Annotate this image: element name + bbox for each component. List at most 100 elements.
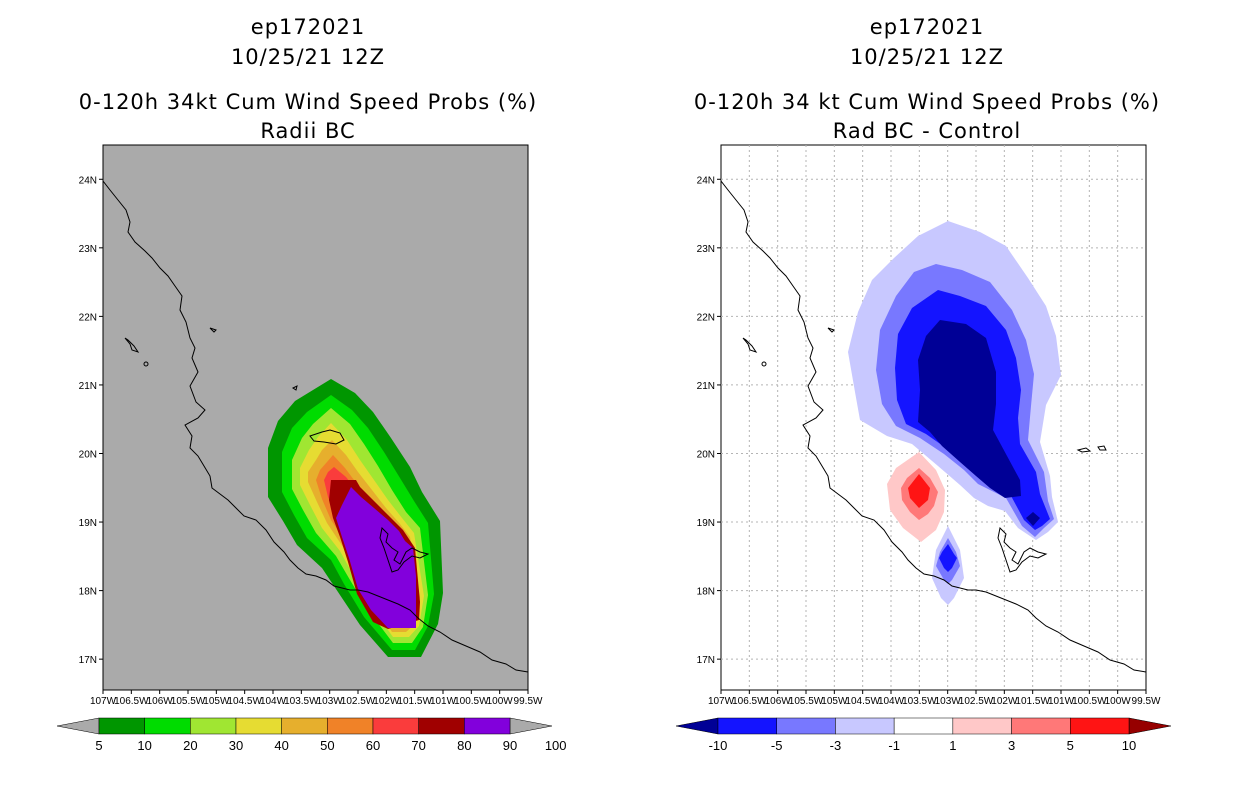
x-tick-label: 102.5W — [959, 696, 994, 707]
colorbar-swatch — [1070, 717, 1130, 735]
coastline — [720, 180, 1147, 673]
left-axes: 107W106.5W106W105.5W105W104.5W104W103.5W… — [79, 175, 543, 707]
x-tick-label: 107W — [708, 696, 735, 707]
colorbar-label: -10 — [709, 738, 728, 753]
contour-neg10-small — [1026, 512, 1040, 526]
x-tick-label: 105W — [821, 696, 848, 707]
right-chart-title: 0-120h 34 kt Cum Wind Speed Probs (%) — [693, 90, 1161, 114]
colorbar-label: 30 — [229, 738, 243, 753]
colorbar-swatch — [144, 717, 191, 735]
x-tick-label: 101.5W — [1015, 696, 1050, 707]
colorbar-label: 10 — [1122, 738, 1136, 753]
x-tick-label: 101W — [1048, 696, 1075, 707]
probability-contours — [268, 379, 443, 657]
left-chart-title: 0-120h 34kt Cum Wind Speed Probs (%) — [78, 90, 538, 114]
x-tick-label: 100.5W — [1072, 696, 1107, 707]
colorbar-extend-low — [56, 717, 100, 735]
colorbar-extend-low — [675, 717, 719, 735]
x-tick-label: 102W — [991, 696, 1018, 707]
y-tick-label: 24N — [79, 175, 97, 186]
y-tick-label: 22N — [697, 312, 715, 323]
x-tick-label: 99.5W — [1132, 696, 1161, 707]
x-tick-label: 104.5W — [227, 696, 262, 707]
coastline — [102, 180, 529, 673]
x-tick-label: 103.5W — [284, 696, 319, 707]
colorbar-swatch — [1011, 717, 1071, 735]
colorbar-label: -5 — [771, 738, 783, 753]
colorbar-label: 5 — [95, 738, 102, 753]
colorbar-swatch — [327, 717, 374, 735]
y-tick-label: 22N — [79, 312, 97, 323]
right-date: 10/25/21 12Z — [849, 45, 1005, 69]
colorbar-swatch — [235, 717, 282, 735]
y-tick-label: 24N — [697, 175, 715, 186]
colorbar-label: 1 — [949, 738, 956, 753]
contour-pos5 — [908, 474, 930, 508]
x-tick-label: 101W — [430, 696, 457, 707]
colorbar-label: 70 — [411, 738, 425, 753]
x-tick-label: 105.5W — [171, 696, 206, 707]
colorbar-swatch — [835, 717, 895, 735]
colorbar-label: 3 — [1008, 738, 1015, 753]
x-tick-label: 106W — [147, 696, 174, 707]
y-tick-label: 19N — [79, 518, 97, 529]
colorbar-label: 50 — [320, 738, 334, 753]
colorbar-label: 20 — [183, 738, 197, 753]
x-tick-label: 100.5W — [454, 696, 489, 707]
right-axes: 107W106.5W106W105.5W105W104.5W104W103.5W… — [697, 175, 1161, 707]
y-tick-label: 23N — [697, 244, 715, 255]
x-tick-label: 106.5W — [732, 696, 767, 707]
colorbar-swatch — [98, 717, 145, 735]
left-date: 10/25/21 12Z — [230, 45, 386, 69]
y-tick-label: 21N — [79, 381, 97, 392]
x-tick-label: 107W — [90, 696, 117, 707]
y-tick-label: 19N — [697, 518, 715, 529]
colorbar-swatch — [418, 717, 465, 735]
x-tick-label: 105W — [203, 696, 230, 707]
left-chart-subtitle: Radii BC — [260, 119, 356, 143]
x-tick-label: 101.5W — [397, 696, 432, 707]
colorbar-label: 5 — [1067, 738, 1074, 753]
colorbar-swatch — [717, 717, 777, 735]
colorbar-swatch — [190, 717, 237, 735]
x-tick-label: 99.5W — [514, 696, 543, 707]
left-colorbar: 5 10 20 30 40 50 60 70 80 90 100 — [56, 717, 567, 753]
colorbar-label: -3 — [830, 738, 842, 753]
left-storm-id: ep172021 — [250, 15, 366, 39]
colorbar-extend-high — [509, 717, 553, 735]
y-tick-label: 17N — [79, 655, 97, 666]
x-tick-label: 106W — [765, 696, 792, 707]
colorbar-label: 40 — [274, 738, 288, 753]
y-tick-label: 20N — [79, 449, 97, 460]
x-tick-label: 103.5W — [902, 696, 937, 707]
x-tick-label: 106.5W — [114, 696, 149, 707]
y-tick-label: 18N — [79, 587, 97, 598]
colorbar-label: 60 — [366, 738, 380, 753]
contour-100 — [336, 487, 416, 628]
colorbar-label: 80 — [457, 738, 471, 753]
colorbar-label: 10 — [137, 738, 151, 753]
x-tick-label: 102W — [373, 696, 400, 707]
x-tick-label: 103W — [317, 696, 344, 707]
y-tick-label: 17N — [697, 655, 715, 666]
x-tick-label: 104.5W — [845, 696, 880, 707]
colorbar-swatch — [372, 717, 419, 735]
y-tick-label: 20N — [697, 449, 715, 460]
y-tick-label: 21N — [697, 381, 715, 392]
colorbar-swatch — [952, 717, 1012, 735]
colorbar-swatch — [776, 717, 836, 735]
colorbar-swatch — [893, 717, 954, 735]
x-tick-label: 104W — [260, 696, 287, 707]
colorbar-swatch — [464, 717, 511, 735]
x-tick-label: 104W — [878, 696, 905, 707]
right-storm-id: ep172021 — [869, 15, 985, 39]
x-tick-label: 100W — [1105, 696, 1132, 707]
contour-neg5-small — [939, 544, 957, 572]
x-tick-label: 103W — [935, 696, 962, 707]
contour-neg10 — [918, 320, 1021, 498]
y-tick-label: 23N — [79, 244, 97, 255]
x-tick-label: 102.5W — [341, 696, 376, 707]
colorbar-label: -1 — [888, 738, 900, 753]
